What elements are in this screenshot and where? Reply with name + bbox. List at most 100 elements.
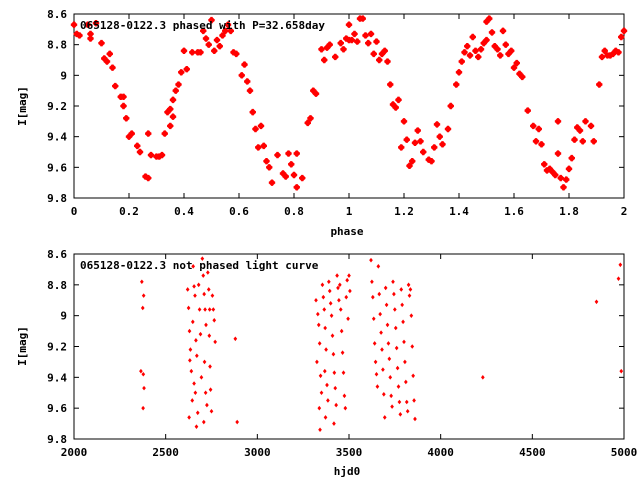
data-point bbox=[480, 39, 487, 47]
data-point bbox=[322, 368, 327, 374]
data-point bbox=[411, 139, 419, 146]
data-point bbox=[128, 130, 135, 137]
data-point bbox=[109, 64, 116, 71]
phased-y-tick-label: 9.6 bbox=[47, 161, 67, 174]
data-point bbox=[403, 136, 410, 143]
data-point bbox=[402, 339, 406, 345]
unphased-y-tick-label: 9.4 bbox=[47, 371, 67, 384]
data-point bbox=[546, 165, 553, 173]
data-point bbox=[321, 56, 328, 64]
data-point bbox=[191, 264, 196, 269]
phased-y-tick-label: 9 bbox=[60, 69, 67, 82]
data-point bbox=[202, 291, 207, 297]
data-point bbox=[524, 107, 531, 114]
data-point bbox=[180, 47, 188, 54]
data-point bbox=[70, 21, 78, 28]
data-point bbox=[213, 36, 221, 44]
data-point bbox=[447, 102, 454, 110]
data-point bbox=[466, 52, 474, 59]
data-point bbox=[244, 78, 251, 85]
phased-x-tick-label: 1.4 bbox=[449, 205, 469, 218]
data-point bbox=[193, 293, 197, 298]
data-point bbox=[409, 313, 414, 318]
unphased-y-tick-label: 9.6 bbox=[47, 402, 67, 415]
data-point bbox=[288, 161, 295, 168]
data-point bbox=[186, 305, 191, 311]
data-point bbox=[508, 47, 515, 54]
data-point bbox=[557, 174, 564, 182]
data-point bbox=[444, 125, 452, 133]
data-point bbox=[389, 393, 394, 399]
unphased-x-axis-label: hjd0 bbox=[334, 465, 361, 478]
data-point bbox=[197, 307, 202, 312]
data-point bbox=[374, 371, 379, 377]
data-point bbox=[486, 15, 493, 22]
data-point bbox=[392, 307, 397, 312]
data-point bbox=[314, 297, 318, 303]
unphased-x-ticks: 2000 2500 3000 3500 4000 4500 5000 bbox=[61, 254, 637, 459]
data-point bbox=[194, 338, 198, 343]
data-point bbox=[499, 27, 507, 35]
data-point bbox=[571, 136, 578, 143]
data-point bbox=[420, 148, 427, 156]
data-point bbox=[412, 398, 416, 403]
data-point bbox=[145, 130, 152, 137]
data-point bbox=[141, 293, 146, 298]
data-point bbox=[340, 46, 347, 53]
data-point bbox=[560, 184, 567, 191]
data-point bbox=[395, 96, 402, 104]
data-point bbox=[324, 347, 328, 352]
data-point bbox=[413, 416, 417, 422]
data-point bbox=[344, 294, 349, 300]
data-point bbox=[204, 322, 208, 328]
phased-x-tick-label: 0 bbox=[71, 205, 78, 218]
data-point bbox=[106, 50, 113, 58]
data-point bbox=[455, 69, 463, 76]
data-point bbox=[453, 81, 460, 88]
data-point bbox=[187, 415, 191, 420]
data-point bbox=[195, 410, 200, 416]
data-point bbox=[458, 58, 465, 65]
unphased-y-tick-label: 9 bbox=[60, 310, 67, 323]
data-point bbox=[339, 328, 344, 334]
data-point bbox=[612, 47, 619, 54]
data-point bbox=[235, 419, 240, 425]
data-point bbox=[388, 375, 393, 380]
data-point bbox=[202, 359, 207, 365]
data-point bbox=[98, 39, 105, 47]
data-point bbox=[317, 341, 322, 346]
data-point bbox=[373, 38, 380, 45]
data-point bbox=[505, 50, 512, 58]
data-point bbox=[312, 90, 320, 97]
data-point bbox=[403, 379, 408, 385]
data-point bbox=[619, 368, 624, 374]
data-point bbox=[87, 30, 94, 38]
unphased-x-tick-label: 2500 bbox=[152, 446, 179, 459]
data-point bbox=[390, 404, 394, 409]
data-point bbox=[387, 356, 392, 362]
data-point bbox=[406, 282, 411, 288]
data-point bbox=[345, 21, 353, 28]
data-point bbox=[488, 29, 496, 36]
data-point bbox=[362, 32, 369, 39]
data-point bbox=[103, 58, 111, 65]
data-point bbox=[372, 341, 377, 346]
data-point bbox=[320, 282, 325, 288]
data-point bbox=[317, 405, 322, 411]
data-point bbox=[510, 64, 518, 71]
data-point bbox=[188, 347, 193, 352]
data-point bbox=[532, 138, 540, 145]
data-point bbox=[411, 373, 416, 379]
data-point bbox=[326, 41, 333, 48]
data-point bbox=[392, 291, 396, 297]
data-point bbox=[380, 347, 384, 352]
phased-x-ticks: 0 0.2 0.4 0.6 0.8 1 1.2 1.4 1.6 1.8 2 bbox=[71, 14, 627, 218]
phased-plot-title: 065128-0122.3 phased with P=32.658day bbox=[80, 19, 325, 32]
data-point bbox=[222, 27, 229, 35]
data-point bbox=[386, 341, 391, 346]
data-point bbox=[241, 61, 248, 68]
unphased-y-ticks: 8.6 8.8 9 9.2 9.4 9.6 9.8 bbox=[47, 248, 624, 446]
data-point bbox=[290, 171, 298, 179]
data-point bbox=[406, 162, 413, 169]
data-point bbox=[202, 35, 210, 42]
